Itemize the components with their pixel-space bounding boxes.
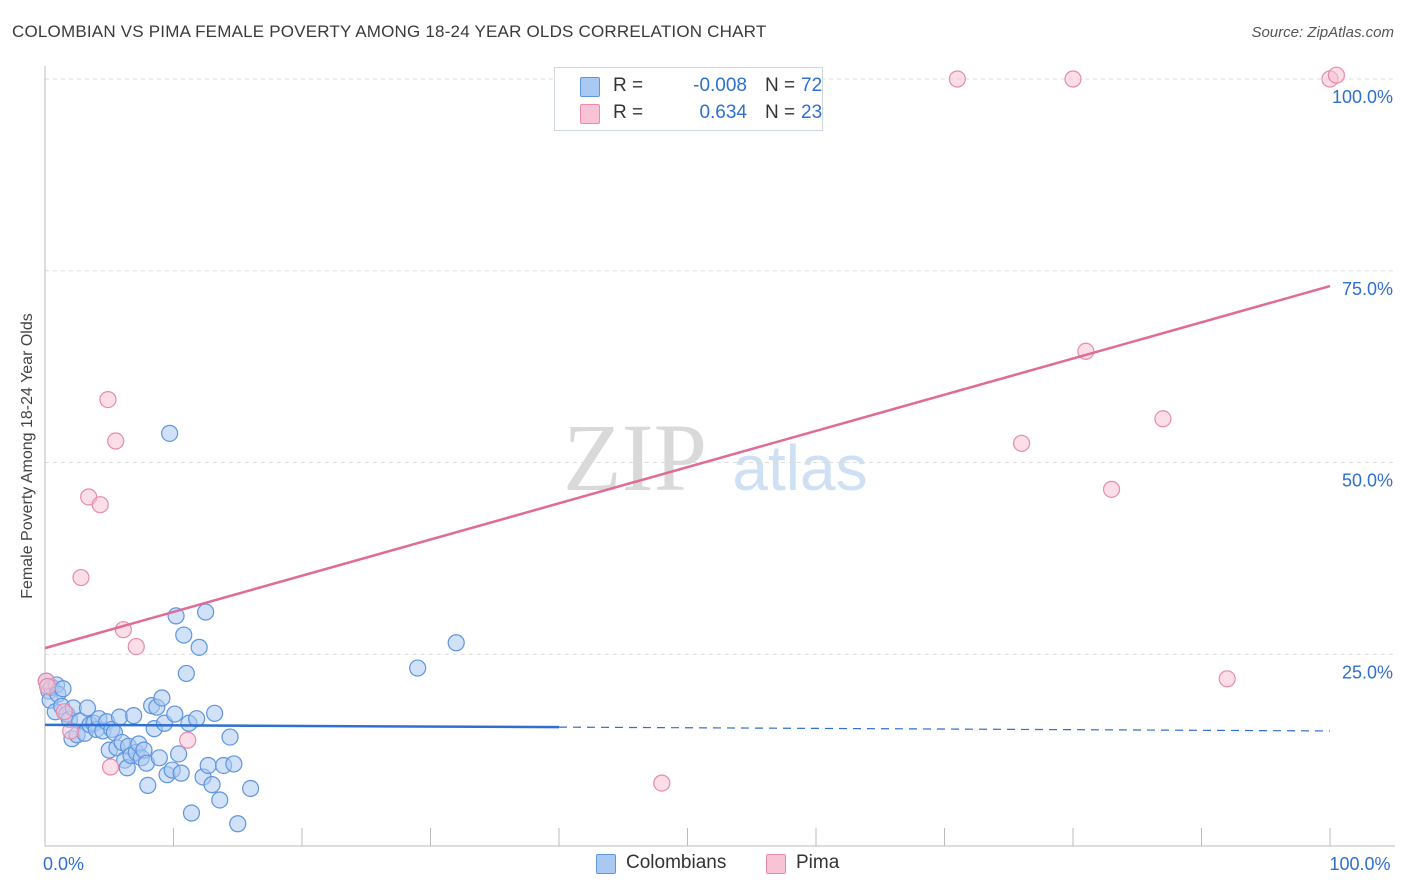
pima-point bbox=[1102, 480, 1121, 498]
colombians-point bbox=[409, 659, 427, 677]
pima-point bbox=[1012, 434, 1031, 452]
colombians-point bbox=[190, 638, 208, 656]
r-value: -0.008 bbox=[693, 75, 747, 96]
colombians-point bbox=[172, 764, 190, 782]
colombians-point bbox=[197, 603, 215, 621]
n-label: N = bbox=[765, 75, 796, 96]
colombians-point bbox=[161, 424, 179, 442]
x-tick-label: 0.0% bbox=[43, 854, 84, 874]
n-value: 72 bbox=[801, 75, 823, 96]
colombians-point bbox=[229, 815, 247, 833]
colombians-point bbox=[78, 699, 97, 717]
n-value: 23 bbox=[801, 102, 823, 123]
stats-swatch-colombians bbox=[580, 77, 600, 97]
pima-point bbox=[1327, 66, 1346, 84]
colombians-point bbox=[182, 804, 201, 822]
pima-point bbox=[653, 774, 671, 792]
colombians-point bbox=[166, 705, 184, 723]
pima-point bbox=[107, 432, 125, 450]
x-tick-label: 100.0% bbox=[1329, 854, 1390, 874]
r-value: 0.634 bbox=[699, 102, 747, 123]
pima-point bbox=[1218, 670, 1236, 688]
pima-point bbox=[99, 391, 117, 409]
colombians-point bbox=[177, 664, 195, 683]
colombians-point bbox=[150, 749, 168, 767]
chart-title: COLOMBIAN VS PIMA FEMALE POVERTY AMONG 1… bbox=[12, 22, 767, 41]
pima-point bbox=[179, 731, 197, 749]
colombians-point bbox=[199, 756, 217, 775]
colombians-point bbox=[170, 745, 188, 763]
pima-point bbox=[38, 677, 57, 696]
pima-point bbox=[948, 70, 966, 88]
pima-point bbox=[62, 722, 80, 740]
pima-point bbox=[1154, 410, 1172, 428]
legend-label-pima: Pima bbox=[796, 852, 840, 873]
pima-point bbox=[127, 637, 145, 656]
colombians-trend-extension bbox=[558, 726, 1331, 732]
colombians-point bbox=[175, 626, 193, 644]
colombians-point bbox=[206, 704, 224, 722]
legend-label-colombians: Colombians bbox=[626, 852, 727, 873]
stats-box: R = -0.008 N = 72 R = 0.634 N = 23 bbox=[554, 67, 823, 131]
legend-swatch-colombians bbox=[596, 854, 616, 874]
y-tick-label: 75.0% bbox=[1342, 279, 1393, 299]
pima-point bbox=[55, 703, 73, 721]
pima-point bbox=[101, 758, 120, 776]
colombians-point bbox=[153, 689, 171, 707]
r-label: R = bbox=[613, 102, 644, 123]
pima-point bbox=[1064, 70, 1082, 88]
colombians-point bbox=[125, 707, 143, 725]
colombians-point bbox=[242, 779, 260, 798]
colombians-point bbox=[211, 791, 229, 809]
pima-trend-line bbox=[44, 284, 1331, 650]
colombians-point bbox=[139, 776, 157, 795]
r-label: R = bbox=[613, 75, 644, 96]
watermark-zip: ZIP bbox=[563, 404, 707, 511]
y-tick-label: 100.0% bbox=[1332, 87, 1393, 107]
colombians-point bbox=[54, 680, 72, 698]
pima-point bbox=[91, 496, 109, 514]
source-label: Source: ZipAtlas.com bbox=[1251, 24, 1394, 41]
legend-swatch-pima bbox=[766, 854, 786, 874]
stats-swatch-pima bbox=[580, 104, 600, 124]
colombians-point bbox=[110, 708, 129, 726]
watermark-atlas: atlas bbox=[732, 432, 867, 504]
colombians-point bbox=[225, 755, 243, 773]
colombians-point bbox=[221, 728, 239, 746]
n-label: N = bbox=[765, 102, 796, 123]
colombians-trend-line bbox=[44, 723, 560, 729]
colombians-point bbox=[447, 634, 465, 652]
y-tick-label: 25.0% bbox=[1342, 662, 1393, 682]
colombians-point bbox=[203, 776, 221, 794]
y-tick-label: 50.0% bbox=[1342, 471, 1393, 491]
pima-point bbox=[72, 568, 90, 587]
